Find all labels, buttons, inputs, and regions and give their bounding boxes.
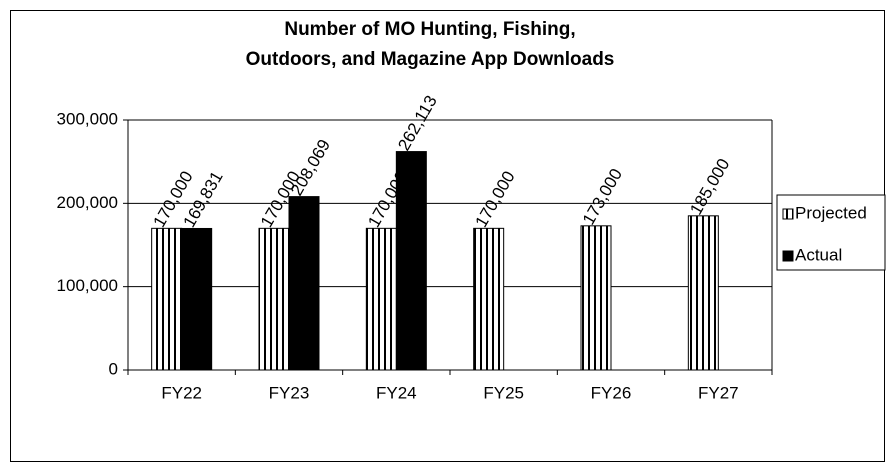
legend-label: Projected xyxy=(795,203,867,222)
legend-swatch xyxy=(782,250,794,262)
y-tick-label: 0 xyxy=(109,359,118,378)
x-tick-label: FY22 xyxy=(161,383,202,402)
legend-box xyxy=(776,194,886,271)
x-tick-label: FY25 xyxy=(483,383,524,402)
bar xyxy=(151,227,183,371)
bar xyxy=(258,227,290,371)
bar xyxy=(288,196,320,371)
bar xyxy=(181,227,213,371)
chart-border xyxy=(10,10,885,462)
y-tick-label: 300,000 xyxy=(57,109,118,128)
y-tick-label: 200,000 xyxy=(57,193,118,212)
x-tick-label: FY27 xyxy=(698,383,739,402)
x-tick-label: FY23 xyxy=(269,383,310,402)
legend-swatch xyxy=(782,208,794,220)
legend-label: Actual xyxy=(795,245,842,264)
bar xyxy=(365,227,397,371)
x-tick-label: FY24 xyxy=(376,383,417,402)
bar xyxy=(687,215,719,371)
chart-title: Outdoors, and Magazine App Downloads xyxy=(246,49,615,70)
chart-title: Number of MO Hunting, Fishing, xyxy=(284,19,575,40)
x-tick-label: FY26 xyxy=(591,383,632,402)
y-tick-label: 100,000 xyxy=(57,276,118,295)
bar xyxy=(580,225,612,371)
bar xyxy=(395,151,427,371)
bar xyxy=(473,227,505,371)
